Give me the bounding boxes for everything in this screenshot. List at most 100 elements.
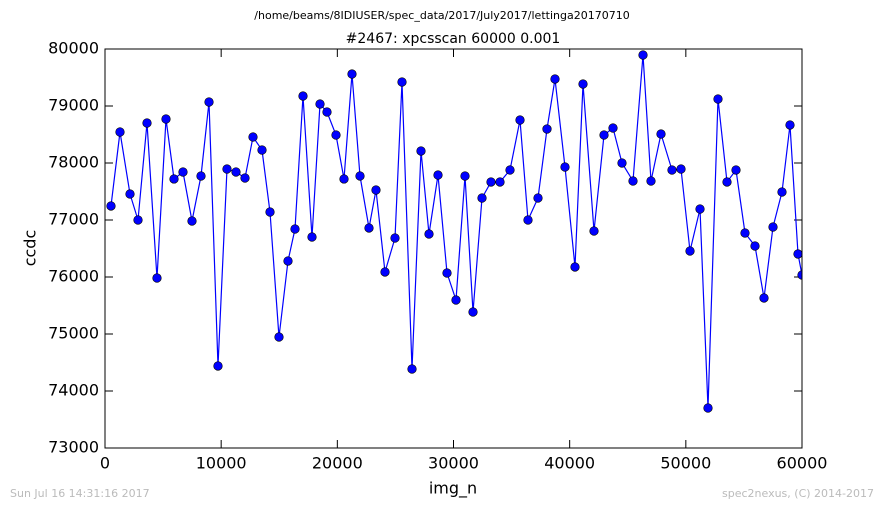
data-point <box>468 307 478 317</box>
data-point <box>178 167 188 177</box>
data-point <box>298 91 308 101</box>
data-point <box>315 99 325 109</box>
data-point <box>125 189 135 199</box>
y-axis-label: ccdc <box>21 230 40 267</box>
data-point <box>685 246 695 256</box>
data-point <box>589 226 599 236</box>
data-point <box>416 146 426 156</box>
data-point <box>713 94 723 104</box>
data-point <box>768 222 778 232</box>
data-point <box>248 132 258 142</box>
data-point <box>793 249 802 259</box>
data-point <box>187 216 197 226</box>
credit: spec2nexus, (C) 2014-2017 <box>722 487 874 500</box>
data-point <box>656 129 666 139</box>
data-point <box>628 176 638 186</box>
data-point <box>777 187 787 197</box>
data-point <box>142 118 152 128</box>
data-point <box>257 145 267 155</box>
x-tick-label: 0 <box>100 454 110 473</box>
data-point <box>380 267 390 277</box>
y-tick-label: 74000 <box>48 381 99 400</box>
data-point <box>608 123 618 133</box>
data-point <box>533 193 543 203</box>
data-point <box>703 403 713 413</box>
y-tick-label: 80000 <box>48 39 99 58</box>
data-point <box>550 74 560 84</box>
data-point <box>433 170 443 180</box>
data-point <box>785 120 795 130</box>
data-point <box>133 215 143 225</box>
y-tick-label: 79000 <box>48 96 99 115</box>
data-point <box>152 273 162 283</box>
data-point <box>240 173 250 183</box>
y-tick-label: 78000 <box>48 153 99 172</box>
data-point <box>578 79 588 89</box>
data-point <box>322 107 332 117</box>
data-point <box>676 164 686 174</box>
data-point <box>638 50 648 60</box>
data-point <box>722 177 732 187</box>
data-point <box>364 223 374 233</box>
y-tick-label: 73000 <box>48 438 99 457</box>
x-axis-label: img_n <box>429 479 477 499</box>
data-point <box>759 293 769 303</box>
data-point <box>451 295 461 305</box>
data-point <box>570 262 580 272</box>
data-point <box>515 115 525 125</box>
x-tick-label: 30000 <box>428 454 479 473</box>
data-point <box>442 268 452 278</box>
data-point <box>283 256 293 266</box>
data-point <box>339 174 349 184</box>
data-point <box>115 127 125 137</box>
data-point <box>204 97 214 107</box>
data-point <box>731 165 741 175</box>
suptitle: /home/beams/8IDIUSER/spec_data/2017/July… <box>254 9 629 22</box>
data-point <box>797 270 802 280</box>
timestamp: Sun Jul 16 14:31:16 2017 <box>10 487 150 500</box>
plot-frame <box>104 48 803 449</box>
x-tick-label: 20000 <box>312 454 363 473</box>
x-tick-label: 60000 <box>777 454 828 473</box>
data-point <box>695 204 705 214</box>
data-point <box>390 233 400 243</box>
data-point <box>231 167 241 177</box>
data-point <box>542 124 552 134</box>
data-point <box>667 165 677 175</box>
x-tick-label: 40000 <box>544 454 595 473</box>
data-point <box>599 130 609 140</box>
data-point <box>331 130 341 140</box>
data-point <box>196 171 206 181</box>
y-tick-label: 76000 <box>48 267 99 286</box>
data-point <box>560 162 570 172</box>
data-point <box>347 69 357 79</box>
data-point <box>265 207 275 217</box>
x-tick-label: 50000 <box>660 454 711 473</box>
data-point <box>477 193 487 203</box>
data-point <box>213 361 223 371</box>
data-point <box>161 114 171 124</box>
y-tick-label: 75000 <box>48 324 99 343</box>
data-point <box>460 171 470 181</box>
data-point <box>290 224 300 234</box>
data-point <box>106 201 116 211</box>
y-tick-label: 77000 <box>48 210 99 229</box>
data-point <box>355 171 365 181</box>
data-point <box>371 185 381 195</box>
data-point <box>307 232 317 242</box>
data-point <box>523 215 533 225</box>
data-point <box>486 177 496 187</box>
data-point <box>424 229 434 239</box>
data-point <box>740 228 750 238</box>
chart-title: #2467: xpcsscan 60000 0.001 <box>346 31 561 47</box>
data-point <box>505 165 515 175</box>
data-point <box>274 332 284 342</box>
data-point <box>646 176 656 186</box>
data-point <box>169 174 179 184</box>
data-point <box>397 77 407 87</box>
data-point <box>407 364 417 374</box>
data-point <box>495 177 505 187</box>
data-point <box>222 164 232 174</box>
